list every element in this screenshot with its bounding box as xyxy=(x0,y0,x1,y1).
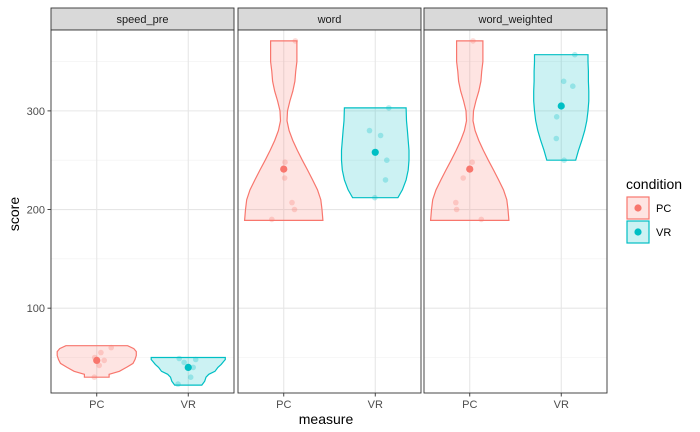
grid-lines xyxy=(238,30,421,393)
data-point-pc xyxy=(478,216,485,223)
facet-strip-label: word_weighted xyxy=(478,14,553,26)
data-point-pc xyxy=(98,349,104,356)
legend-title: condition xyxy=(626,176,682,192)
panel-border xyxy=(423,29,608,394)
data-point-vr xyxy=(377,132,384,139)
violin-pc xyxy=(429,40,510,221)
x-axis-title: measure xyxy=(299,411,354,427)
y-axis: 100 200 300 xyxy=(27,106,51,315)
y-tick-label: 100 xyxy=(27,303,45,315)
data-point-vr xyxy=(553,135,560,142)
x-tick-label: VR xyxy=(554,399,569,411)
grid-lines xyxy=(424,30,607,393)
data-point-pc xyxy=(96,362,102,369)
data-point-pc xyxy=(281,175,288,181)
data-point-pc xyxy=(453,206,460,213)
data-point-pc xyxy=(470,38,476,44)
data-point-vr xyxy=(372,194,378,201)
panel-background xyxy=(238,30,421,393)
data-point-pc xyxy=(108,344,114,351)
panel-background xyxy=(424,30,607,393)
facet-panel-word: word PC VR xyxy=(237,7,422,411)
mean-point-pc xyxy=(280,165,288,173)
data-point-pc xyxy=(91,374,98,381)
legend-key-point xyxy=(634,204,642,212)
x-tick-label: PC xyxy=(276,399,291,411)
data-point-vr xyxy=(560,78,567,85)
x-tick-label: VR xyxy=(368,399,383,411)
y-tick-label: 200 xyxy=(27,205,45,217)
data-point-vr xyxy=(366,127,373,134)
x-tick-label: PC xyxy=(89,399,104,411)
data-point-vr xyxy=(190,364,196,371)
data-point-vr xyxy=(553,114,560,120)
mean-point-vr xyxy=(371,148,379,156)
mean-point-vr xyxy=(557,102,565,110)
data-point-vr xyxy=(570,83,576,89)
data-point-vr xyxy=(181,359,187,366)
facet-panel-speed-pre: speed_pre PC VR xyxy=(50,7,235,411)
data-point-pc xyxy=(292,38,299,44)
legend-key-point xyxy=(634,228,642,236)
violin-pc xyxy=(243,40,324,221)
facet-strip-label: speed_pre xyxy=(117,14,169,26)
legend: condition PC VR xyxy=(626,176,682,244)
data-point-pc xyxy=(291,206,298,213)
data-point-vr xyxy=(384,157,390,163)
facet-panel-word-weighted: word_weighted PC VR xyxy=(423,7,608,411)
mean-point-vr xyxy=(184,363,192,371)
data-point-pc xyxy=(469,159,476,165)
mean-point-pc xyxy=(466,165,474,173)
x-tick-label: VR xyxy=(181,399,196,411)
data-point-pc xyxy=(269,216,275,223)
panel-border xyxy=(50,29,235,394)
data-point-pc xyxy=(101,357,107,364)
facet-strip-label: word xyxy=(317,14,342,26)
legend-label-pc: PC xyxy=(656,203,671,215)
data-point-vr xyxy=(192,356,199,363)
panel-background xyxy=(51,30,234,393)
y-axis-title: score xyxy=(6,197,22,231)
data-point-pc xyxy=(453,199,459,206)
panel-border xyxy=(237,29,422,394)
data-point-vr xyxy=(382,177,389,183)
y-tick-label: 300 xyxy=(27,106,45,118)
violin-vr xyxy=(150,356,226,386)
data-point-vr xyxy=(572,51,578,58)
mean-point-pc xyxy=(93,356,101,364)
data-point-vr xyxy=(561,157,567,163)
data-point-vr xyxy=(187,374,194,381)
legend-label-vr: VR xyxy=(656,227,671,239)
data-point-vr xyxy=(175,381,181,387)
data-point-vr xyxy=(386,105,392,111)
facet-panels: speed_pre PC VR word PC VR word_weighted PC VR xyxy=(50,7,608,411)
data-point-pc xyxy=(289,199,295,206)
grid-lines xyxy=(51,30,234,393)
data-point-pc xyxy=(282,159,288,165)
data-point-vr xyxy=(176,355,182,362)
data-point-pc xyxy=(460,175,467,181)
x-tick-label: PC xyxy=(462,399,477,411)
